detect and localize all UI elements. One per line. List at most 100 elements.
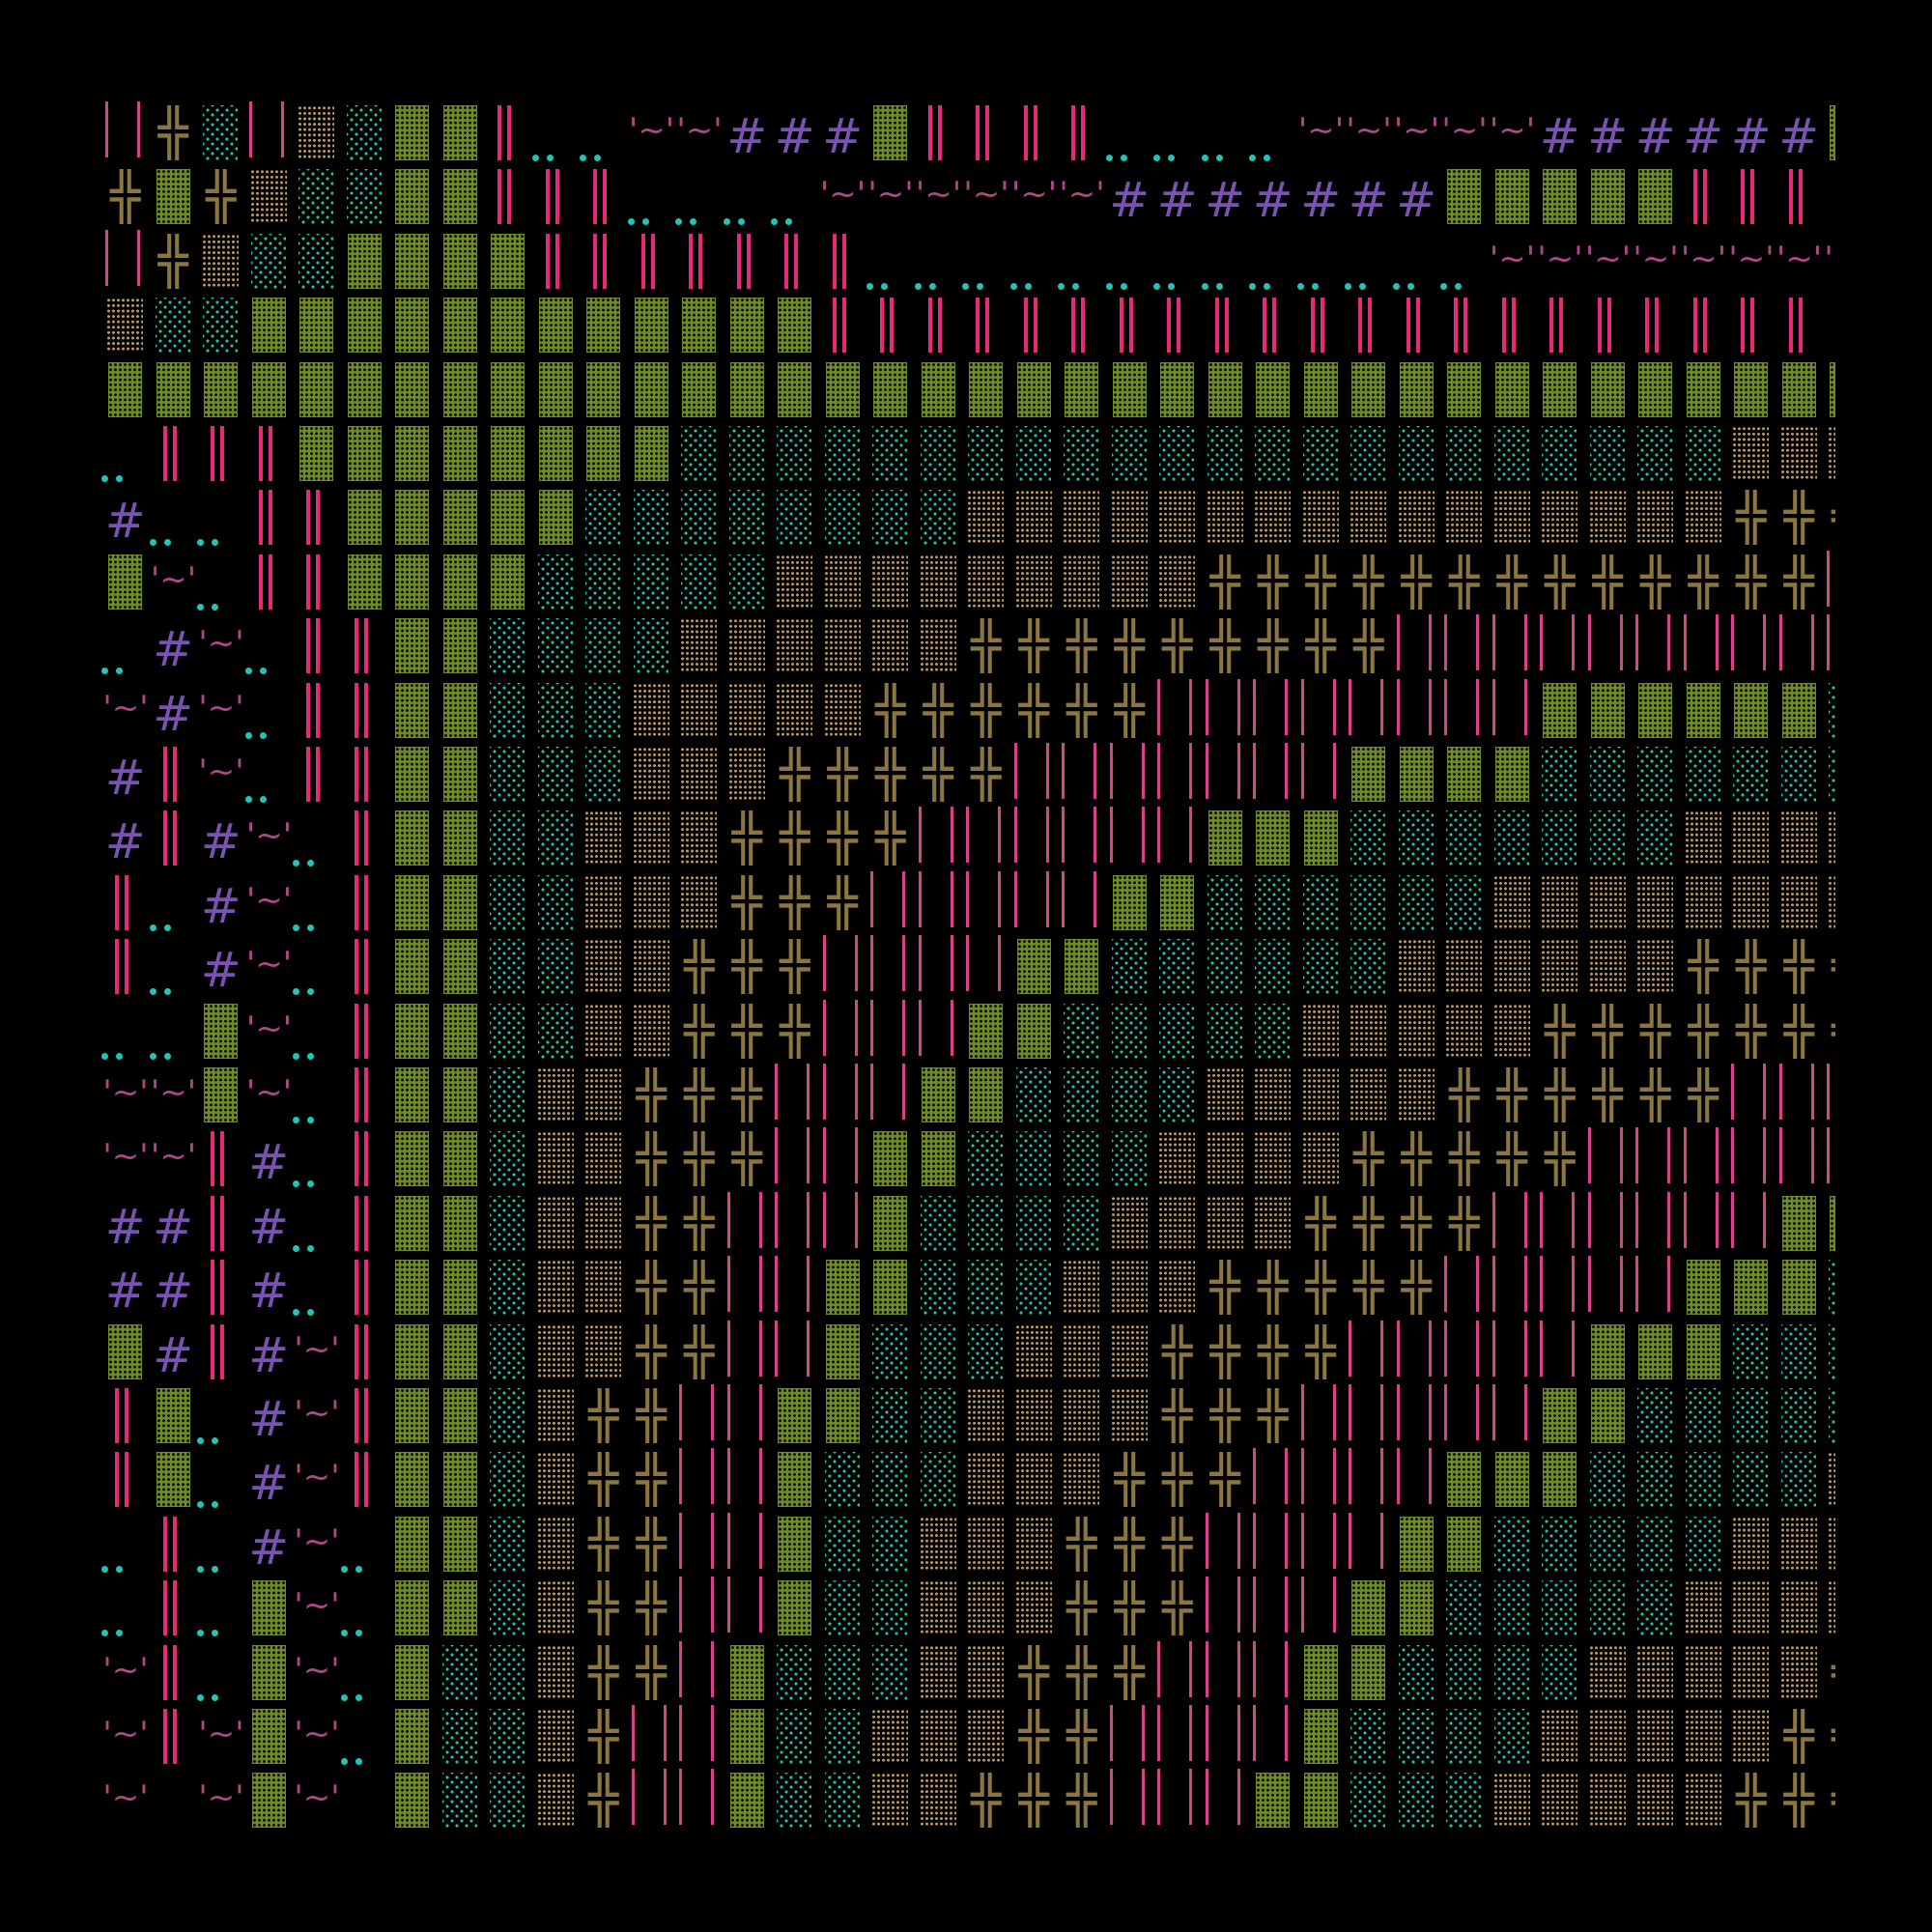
grid-cell [1776, 426, 1824, 490]
grid-cell [484, 1195, 532, 1260]
grid-cell [819, 1388, 867, 1452]
light-shade-block-glyph [633, 554, 668, 610]
wide-bars-glyph [1492, 1191, 1527, 1248]
grid-cell [1440, 426, 1489, 490]
medium-shade-block-glyph [967, 490, 1004, 546]
double-cross-glyph: ╬ [684, 1067, 715, 1122]
grid-cell: ╬ [771, 1004, 819, 1067]
grid-cell [149, 939, 198, 1003]
grid-cell [1727, 361, 1776, 426]
grid-cell [484, 426, 532, 490]
grid-cell [1010, 1452, 1059, 1516]
grid-cell [1105, 105, 1154, 169]
grid-cell [819, 298, 867, 361]
dense-shade-block-glyph [395, 554, 429, 610]
grid-cell: ╬ [1153, 1324, 1202, 1388]
grid-cell [1153, 1003, 1202, 1067]
medium-shade-block-glyph [1014, 1580, 1052, 1636]
grid-cell: ╬ [1106, 1517, 1154, 1580]
grid-cell [293, 1196, 341, 1260]
dense-shade-block-glyph [347, 426, 382, 481]
double-cross-glyph: ╬ [1305, 1260, 1336, 1316]
double-vertical-bar-glyph [354, 1388, 368, 1443]
double-vertical-bar-glyph [1023, 298, 1037, 354]
grid-cell [1345, 874, 1393, 939]
grid-cell [1440, 939, 1489, 1003]
tilde-quote-glyph: '~' [102, 1778, 149, 1818]
grid-cell [1393, 1773, 1441, 1835]
grid-cell [819, 1709, 867, 1773]
medium-shade-block-glyph [1588, 874, 1626, 930]
grid-cell: # [724, 105, 772, 169]
grid-cell [1058, 234, 1106, 298]
medium-shade-block-glyph [1492, 874, 1530, 930]
grid-cell [819, 1516, 867, 1580]
dense-shade-block-glyph [442, 426, 477, 481]
medium-shade-block-glyph [1636, 1773, 1673, 1829]
light-shade-block-glyph [777, 1773, 811, 1829]
two-dots-glyph [244, 618, 294, 682]
grid-cell [1345, 1448, 1393, 1516]
grid-cell [532, 233, 581, 298]
medium-shade-block-glyph [1158, 554, 1195, 610]
grid-cell [101, 426, 150, 490]
medium-shade-block-glyph [202, 233, 239, 289]
light-shade-block-glyph [872, 1323, 907, 1379]
grid-cell [724, 1384, 772, 1452]
two-dots-glyph [197, 554, 245, 618]
grid-cell [1776, 361, 1824, 426]
medium-shade-block-glyph [1588, 1644, 1626, 1700]
grid-cell [1776, 810, 1824, 874]
grid-cell [580, 618, 628, 682]
light-shade-block-glyph [1064, 1003, 1098, 1059]
light-shade-block-glyph [1350, 1773, 1385, 1829]
hash-glyph: # [1109, 172, 1151, 229]
grid-cell [101, 554, 150, 618]
grid-cell: ╬ [915, 747, 963, 810]
medium-shade-block-glyph [536, 1452, 574, 1508]
grid-cell [1106, 361, 1154, 426]
grid-cell [1632, 490, 1680, 554]
grid-cell [437, 1388, 485, 1452]
grid-cell [1584, 747, 1633, 810]
grid-cell: ╬ [1010, 1645, 1059, 1709]
two-dots-glyph [1105, 234, 1154, 298]
grid-cell [245, 169, 294, 233]
tilde-quote-glyph: '~' [245, 1009, 293, 1048]
grid-cell [915, 999, 963, 1067]
light-shade-block-glyph [490, 939, 525, 995]
grid-cell [150, 426, 198, 490]
grid-cell: ╬ [150, 234, 198, 298]
grid-cell [1106, 1131, 1154, 1195]
grid-cell [101, 1452, 150, 1516]
light-shade-block-glyph [777, 490, 811, 546]
medium-shade-block-glyph [632, 682, 669, 738]
grid-cell [1440, 1580, 1489, 1644]
light-shade-block-glyph [1493, 426, 1529, 481]
medium-shade-block-glyph [871, 554, 908, 610]
double-vertical-bar-glyph [115, 874, 128, 930]
wide-bars-glyph [1492, 1256, 1527, 1313]
grid-cell [1106, 743, 1154, 810]
tilde-quote-glyph: '~' [294, 1521, 340, 1561]
double-vertical-bar-glyph [354, 1131, 368, 1187]
medium-shade-block-glyph [1014, 1388, 1052, 1443]
grid-cell [1345, 1709, 1393, 1773]
wide-bars-glyph [1349, 1384, 1383, 1440]
grid-cell [293, 1131, 341, 1195]
dense-shade-block-glyph [1734, 682, 1768, 738]
grid-cell [675, 1384, 724, 1452]
double-vertical-bar-glyph [689, 233, 702, 289]
light-shade-block-glyph [728, 554, 764, 610]
grid-cell [819, 1323, 867, 1388]
grid-cell [484, 105, 532, 169]
grid-cell [1106, 1769, 1154, 1835]
wide-bars-glyph [870, 935, 905, 992]
two-dots-glyph [293, 1004, 341, 1067]
grid-cell [532, 1388, 581, 1452]
wide-bars-glyph [631, 1705, 667, 1761]
grid-cell [532, 618, 581, 682]
grid-cell [1489, 1580, 1537, 1644]
light-shade-block-glyph [824, 1580, 860, 1636]
grid-cell [1632, 1127, 1680, 1195]
